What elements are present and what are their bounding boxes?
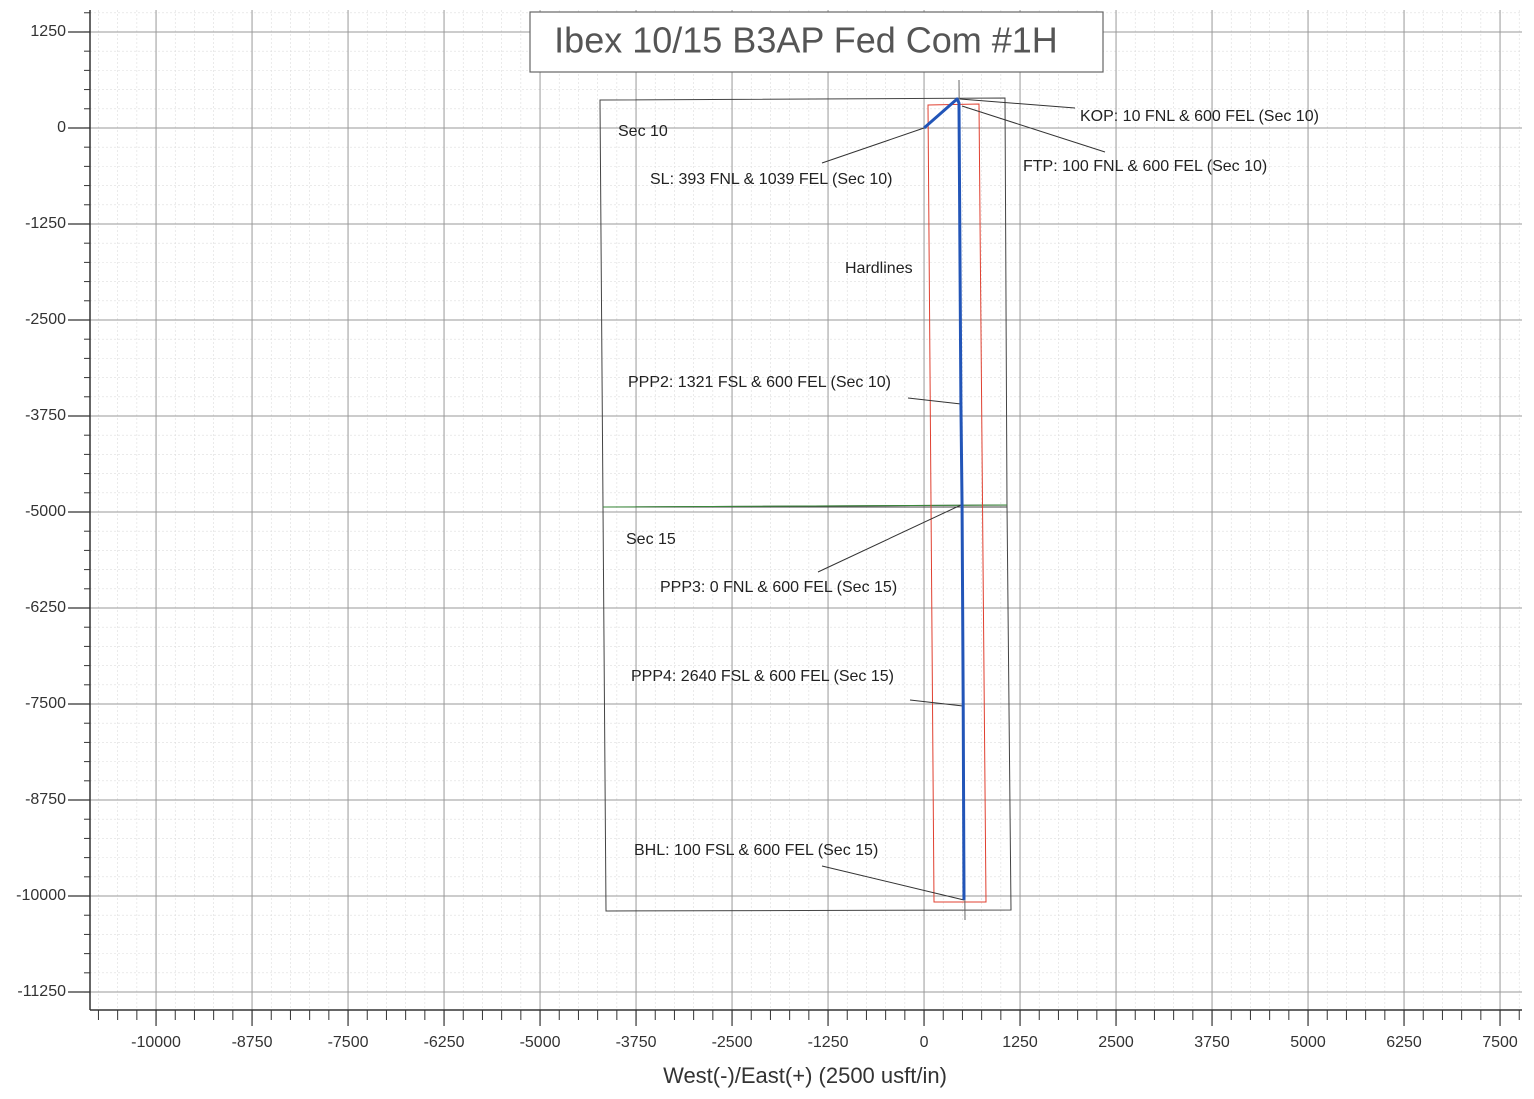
y-tick-label: 0 — [57, 119, 66, 136]
title-box — [529, 11, 1104, 73]
y-tick-label: -3750 — [25, 407, 66, 424]
x-tick-label: 6250 — [1386, 1034, 1422, 1051]
y-tick-label: -5000 — [25, 503, 66, 520]
y-tick-label: -1250 — [25, 215, 66, 232]
x-tick-label: -8750 — [232, 1034, 273, 1051]
x-tick-label: 1250 — [1002, 1034, 1038, 1051]
chart-title: Ibex 10/15 B3AP Fed Com #1H — [554, 20, 1058, 61]
y-tick-label: -11250 — [17, 983, 66, 1000]
x-tick-label: 7500 — [1482, 1034, 1518, 1051]
annotation: BHL: 100 FSL & 600 FEL (Sec 15) — [634, 842, 878, 859]
annotation: FTP: 100 FNL & 600 FEL (Sec 10) — [1023, 158, 1267, 175]
x-tick-label: 0 — [920, 1034, 929, 1051]
hardlines — [927, 103, 987, 903]
x-tick-label: 2500 — [1098, 1034, 1134, 1051]
x-tick-label: 3750 — [1194, 1034, 1230, 1051]
annotation: Hardlines — [845, 260, 913, 277]
y-tick-label: -7500 — [25, 695, 66, 712]
x-tick-label: -3750 — [616, 1034, 657, 1051]
leader — [959, 98, 1076, 109]
annotation: SL: 393 FNL & 1039 FEL (Sec 10) — [650, 171, 893, 188]
x-tick-label: 5000 — [1290, 1034, 1326, 1051]
leader — [907, 397, 962, 405]
x-tick-label: -1250 — [808, 1034, 849, 1051]
x-tick-label: -6250 — [424, 1034, 465, 1051]
leader — [961, 105, 1106, 153]
grid — [90, 10, 1522, 1010]
leader — [821, 127, 925, 164]
leader — [821, 865, 965, 901]
annotation: PPP4: 2640 FSL & 600 FEL (Sec 15) — [631, 668, 894, 685]
annotation: PPP3: 0 FNL & 600 FEL (Sec 15) — [660, 579, 897, 596]
y-tick-label: 1250 — [30, 23, 66, 40]
leader — [817, 504, 962, 573]
annotation: PPP2: 1321 FSL & 600 FEL (Sec 10) — [628, 374, 891, 391]
section-line — [602, 504, 1008, 508]
well-path — [923, 97, 966, 900]
annotation: Sec 10 — [618, 123, 668, 140]
leader — [909, 699, 964, 707]
x-tick-label: -5000 — [520, 1034, 561, 1051]
y-tick-label: -8750 — [25, 791, 66, 808]
x-tick-label: -7500 — [328, 1034, 369, 1051]
x-tick-label: -2500 — [712, 1034, 753, 1051]
x-axis-label: West(-)/East(+) (2500 usft/in) — [663, 1063, 947, 1088]
y-tick-label: -2500 — [25, 311, 66, 328]
y-tick-label: -10000 — [16, 887, 66, 904]
annotation: KOP: 10 FNL & 600 FEL (Sec 10) — [1080, 108, 1319, 125]
y-tick-label: -6250 — [25, 599, 66, 616]
x-tick-label: -10000 — [131, 1034, 181, 1051]
annotation: Sec 15 — [626, 531, 676, 548]
section-10-boundary — [599, 97, 1008, 508]
